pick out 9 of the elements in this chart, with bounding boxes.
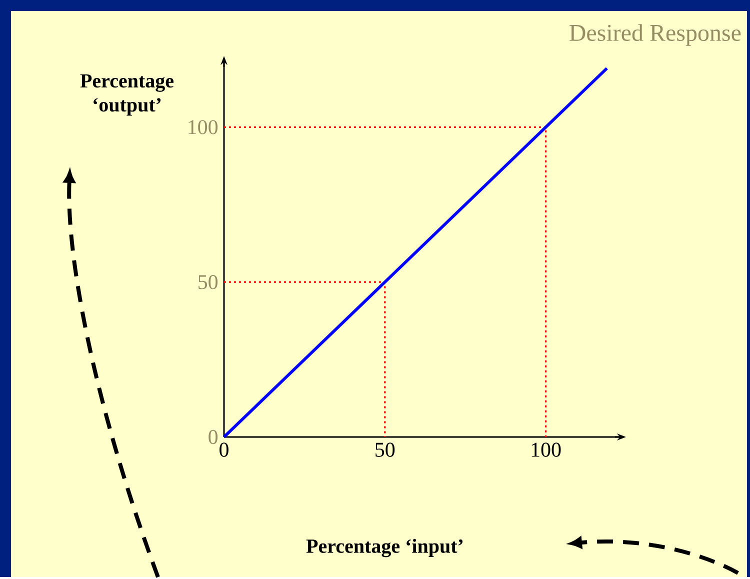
x-tick-label: 0 (220, 442, 228, 457)
y-tick-label: 0 (208, 430, 218, 444)
x-axis-title: Percentage ‘input’ (306, 538, 463, 558)
y-tick-label: 50 (198, 275, 218, 290)
y-axis-title: Percentage ‘output’ (80, 74, 174, 116)
x-tick-label: 100 (532, 442, 561, 457)
chart-title: Desired Response (570, 24, 741, 46)
x-tick-label: 50 (376, 442, 395, 457)
y-tick-label: 100 (188, 120, 218, 134)
